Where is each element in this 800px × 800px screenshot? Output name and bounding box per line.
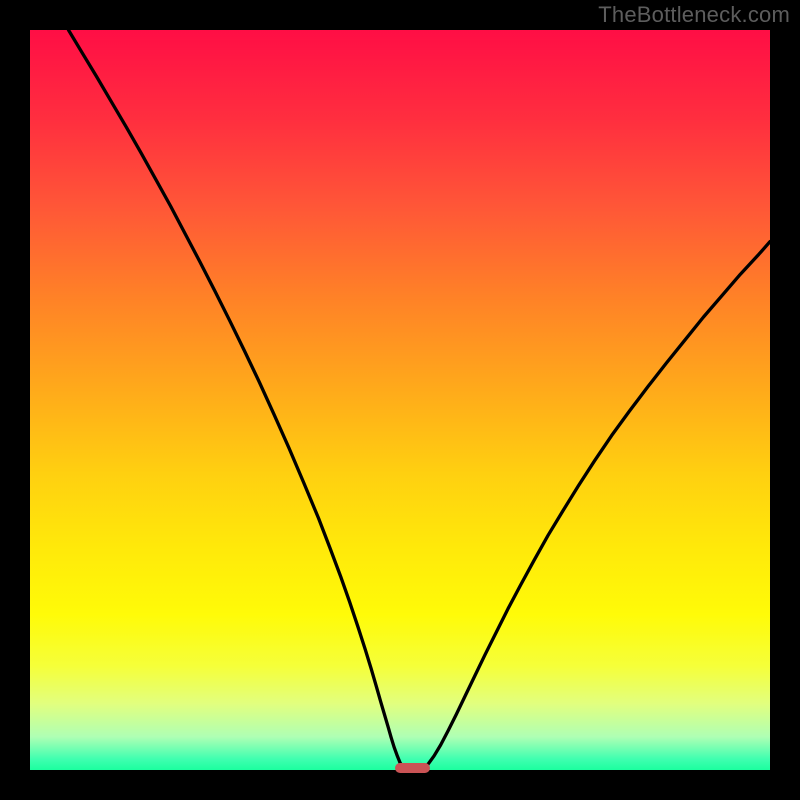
bottleneck-chart-frame: TheBottleneck.com <box>0 0 800 800</box>
optimal-range-marker <box>395 763 431 773</box>
plot-area <box>30 30 770 770</box>
bottleneck-curve <box>30 30 770 770</box>
watermark-text: TheBottleneck.com <box>598 2 790 28</box>
